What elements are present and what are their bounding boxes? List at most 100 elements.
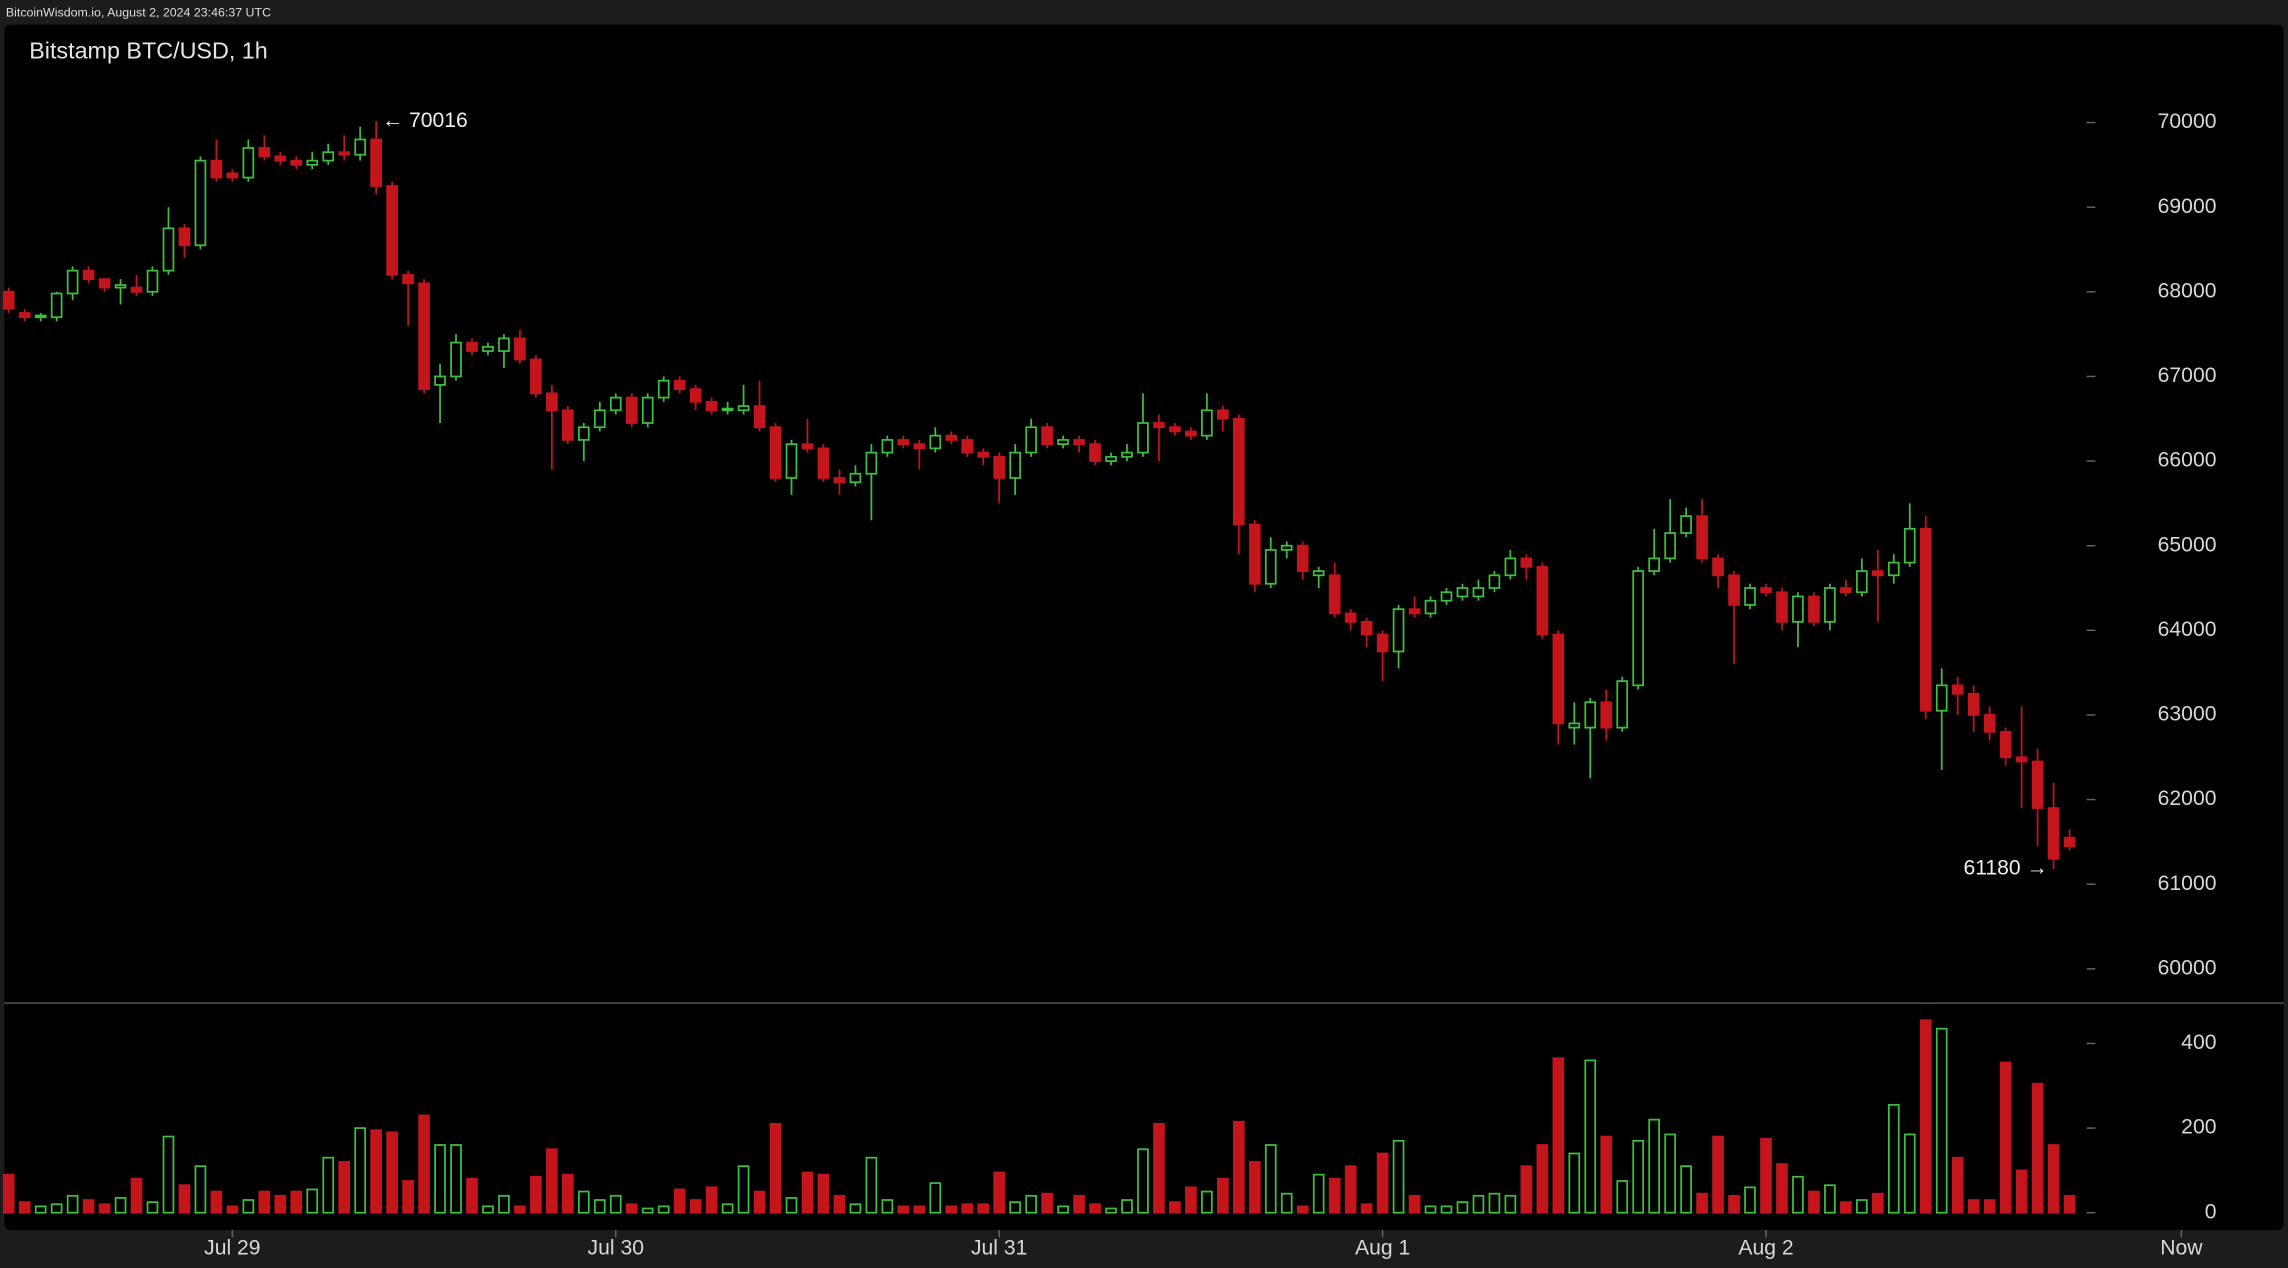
- volume-bar: [434, 1144, 446, 1214]
- volume-bar: [849, 1203, 862, 1214]
- candle-body: [657, 379, 670, 399]
- volume-bar: [1201, 1190, 1213, 1214]
- candle-body: [1792, 595, 1804, 623]
- candle-body: [897, 439, 910, 446]
- volume-bar: [1728, 1194, 1740, 1214]
- volume-bar: [178, 1184, 191, 1214]
- volume-bar: [322, 1156, 335, 1214]
- candle-body: [1983, 714, 1996, 733]
- volume-bar: [1025, 1194, 1037, 1214]
- volume-bar: [1808, 1190, 1820, 1214]
- volume-bar: [1824, 1184, 1836, 1214]
- volume-bar: [226, 1205, 239, 1214]
- candle-body: [721, 407, 734, 412]
- candle-body: [1919, 527, 1932, 712]
- candle-body: [1121, 451, 1133, 458]
- candle-body: [386, 185, 398, 276]
- candle-body: [18, 312, 31, 319]
- volume-bar: [1105, 1207, 1117, 1214]
- candle-body: [1264, 549, 1277, 585]
- volume-bar: [673, 1188, 686, 1214]
- candle-body: [769, 426, 782, 479]
- volume-bar: [1456, 1201, 1469, 1214]
- volume-bar: [1520, 1165, 1533, 1214]
- candle-body: [1632, 570, 1645, 687]
- y-tick-label: 66000: [2158, 449, 2217, 472]
- volume-bar: [769, 1122, 782, 1214]
- y-tick-label: 70000: [2158, 110, 2217, 133]
- candle-body: [1760, 587, 1772, 594]
- volume-bar: [945, 1205, 958, 1214]
- candle-body: [514, 337, 526, 361]
- volume-bar: [1840, 1201, 1852, 1214]
- candle-body: [1185, 430, 1197, 437]
- volume-bar: [1089, 1203, 1101, 1214]
- candle-body: [370, 138, 382, 187]
- volume-bar: [274, 1194, 287, 1214]
- volume-bar: [242, 1199, 255, 1214]
- volume-bar: [657, 1205, 670, 1214]
- candle-body: [1568, 722, 1581, 729]
- volume-bar: [1792, 1175, 1804, 1214]
- candle-body: [546, 392, 558, 412]
- candle-body: [1137, 422, 1149, 454]
- y-tick-label: 62000: [2158, 787, 2217, 810]
- candle-body: [1488, 574, 1501, 589]
- candle-body: [1009, 451, 1021, 479]
- candle-body: [1296, 544, 1309, 572]
- volume-bar: [929, 1182, 942, 1214]
- candle-body: [833, 477, 846, 484]
- candle-body: [466, 341, 478, 352]
- volume-bar: [354, 1127, 367, 1214]
- candle-body: [593, 409, 606, 429]
- candle-body: [1217, 409, 1229, 420]
- candle-body: [881, 439, 894, 454]
- volume-bar: [913, 1205, 926, 1214]
- chart-title: Bitstamp BTC/USD, 1h: [29, 38, 268, 64]
- candle-body: [913, 443, 926, 450]
- candle-body: [146, 269, 159, 293]
- volume-bar: [1871, 1192, 1884, 1214]
- candle-body: [1472, 587, 1485, 598]
- candle-body: [1440, 591, 1453, 602]
- candle-body: [98, 278, 111, 289]
- candle-body: [689, 388, 702, 403]
- volume-bar: [1664, 1133, 1676, 1214]
- y-tick-label: 0: [2205, 1200, 2217, 1223]
- candle-body: [274, 155, 287, 162]
- volume-bar: [130, 1177, 143, 1214]
- volume-bar: [1935, 1027, 1948, 1214]
- candle-body: [1744, 587, 1756, 606]
- volume-bar: [1632, 1139, 1645, 1214]
- volume-bar: [1696, 1192, 1708, 1214]
- volume-bar: [1983, 1199, 1996, 1214]
- volume-bar: [1903, 1133, 1916, 1214]
- candle-body: [1935, 684, 1948, 712]
- candle-body: [82, 269, 95, 280]
- candle-body: [1824, 587, 1836, 623]
- candle-body: [1232, 417, 1245, 526]
- y-tick-label: 60000: [2158, 956, 2217, 979]
- candle-body: [2, 290, 15, 310]
- candle-body: [418, 282, 430, 391]
- volume-bar: [1009, 1201, 1021, 1214]
- candle-body: [785, 443, 798, 479]
- volume-bar: [897, 1205, 910, 1214]
- x-tick-label: Jul 29: [204, 1237, 260, 1260]
- candle-body: [1999, 731, 2012, 759]
- candle-body: [498, 337, 510, 352]
- candle-body: [801, 443, 814, 450]
- volume-bar: [370, 1129, 382, 1214]
- volume-bar: [881, 1199, 894, 1214]
- volume-bar: [1408, 1194, 1421, 1214]
- candle-body: [210, 159, 223, 179]
- volume-bar: [641, 1207, 654, 1214]
- volume-bar: [705, 1186, 718, 1214]
- candle-body: [1424, 599, 1437, 615]
- volume-bar: [2015, 1169, 2028, 1214]
- candle-body: [1456, 587, 1469, 598]
- candle-body: [945, 434, 958, 441]
- volume-bar: [1919, 1019, 1932, 1214]
- candle-body: [1664, 532, 1676, 560]
- volume-bar: [482, 1205, 494, 1214]
